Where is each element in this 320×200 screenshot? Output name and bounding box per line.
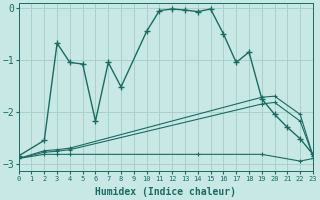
X-axis label: Humidex (Indice chaleur): Humidex (Indice chaleur) xyxy=(95,187,236,197)
